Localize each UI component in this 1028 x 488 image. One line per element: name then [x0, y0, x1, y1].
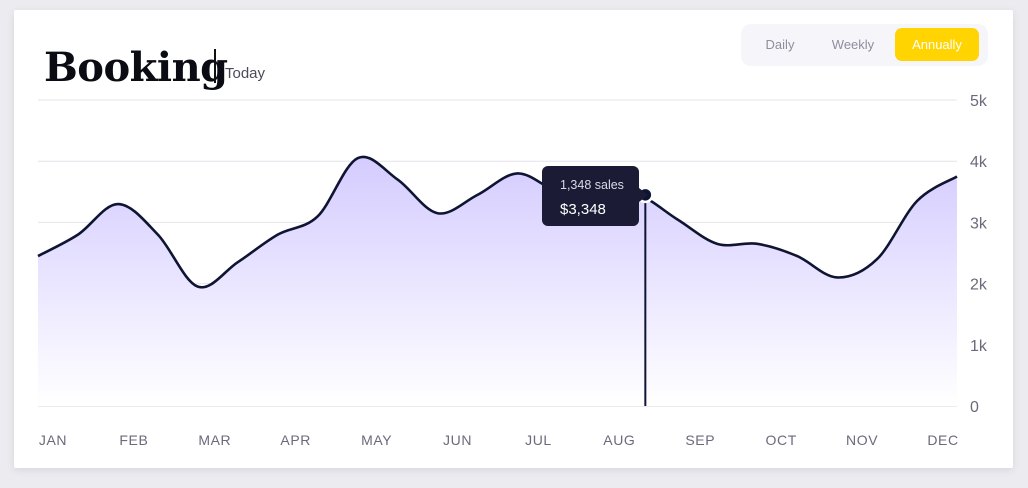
y-tick-label: 2k: [970, 277, 988, 294]
x-tick-label: APR: [280, 432, 311, 448]
x-tick-label: AUG: [603, 432, 635, 448]
period-weekly-button[interactable]: Weekly: [831, 37, 875, 52]
x-tick-label: MAR: [198, 432, 231, 448]
x-tick-label: FEB: [119, 432, 148, 448]
tooltip: 1,348 sales $3,348: [542, 166, 648, 226]
x-tick-label: JAN: [39, 432, 67, 448]
y-tick-label: 3k: [970, 215, 988, 232]
x-tick-label: SEP: [685, 432, 715, 448]
series-area: [38, 156, 957, 406]
series-line: [37, 155, 958, 289]
x-tick-label: JUN: [443, 432, 472, 448]
page-title: Booking: [44, 44, 228, 91]
tooltip-pointer: [639, 188, 648, 202]
y-tick-label: 1k: [970, 338, 988, 355]
period-toggle: Daily Weekly Annually: [741, 24, 988, 66]
x-tick-label: MAY: [361, 432, 392, 448]
y-axis: 0 1k 2k 3k 4k 5k: [970, 93, 988, 416]
x-tick-label: OCT: [766, 432, 797, 448]
x-axis: JAN FEB MAR APR MAY JUN JUL AUG SEP OCT NOV DEC: [39, 432, 958, 448]
tooltip-box: [542, 166, 639, 226]
x-tick-label: DEC: [927, 432, 958, 448]
tooltip-value-label: $3,348: [560, 201, 606, 218]
x-tick-label: JUL: [525, 432, 552, 448]
y-tick-label: 5k: [970, 93, 988, 110]
tooltip-sales-label: 1,348 sales: [560, 178, 624, 192]
y-tick-label: 0: [970, 399, 979, 416]
period-annually-button[interactable]: Annually: [895, 28, 979, 61]
period-daily-button[interactable]: Daily: [765, 37, 795, 52]
y-tick-label: 4k: [970, 154, 988, 171]
page-subtitle: Today: [225, 65, 266, 82]
x-tick-label: NOV: [846, 432, 878, 448]
title-divider: [214, 49, 216, 83]
